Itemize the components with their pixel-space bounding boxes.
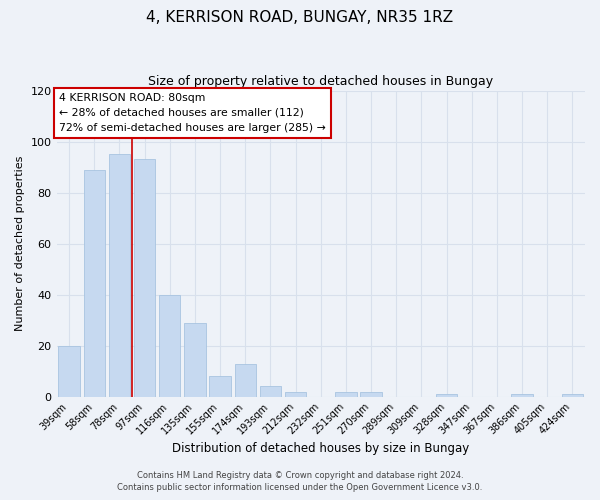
Bar (285, 392, 307, 396)
Bar (134, 160, 155, 396)
Bar (260, 386, 281, 396)
Text: Contains HM Land Registry data © Crown copyright and database right 2024.
Contai: Contains HM Land Registry data © Crown c… (118, 471, 482, 492)
Bar (83, 170, 105, 396)
Title: Size of property relative to detached houses in Bungay: Size of property relative to detached ho… (148, 75, 493, 88)
Bar (184, 322, 206, 396)
Bar (335, 392, 356, 396)
Bar (562, 394, 583, 396)
Bar (209, 376, 231, 396)
Bar (511, 394, 533, 396)
Text: 4, KERRISON ROAD, BUNGAY, NR35 1RZ: 4, KERRISON ROAD, BUNGAY, NR35 1RZ (146, 10, 454, 25)
Bar (58, 346, 80, 397)
Y-axis label: Number of detached properties: Number of detached properties (15, 156, 25, 332)
Bar (159, 294, 181, 396)
X-axis label: Distribution of detached houses by size in Bungay: Distribution of detached houses by size … (172, 442, 469, 455)
Bar (436, 394, 457, 396)
Bar (109, 154, 130, 396)
Bar (361, 392, 382, 396)
Bar (235, 364, 256, 396)
Text: 4 KERRISON ROAD: 80sqm
← 28% of detached houses are smaller (112)
72% of semi-de: 4 KERRISON ROAD: 80sqm ← 28% of detached… (59, 93, 326, 132)
